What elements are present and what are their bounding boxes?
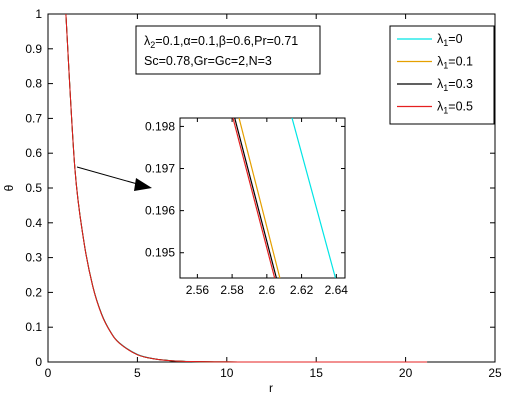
inset-axis-ticks: 2.56 2.58 2.6 2.62 2.64 0.195 0.196 0.197 0.198	[145, 118, 348, 297]
y-tick-label: 0	[35, 355, 42, 369]
y-axis-label: θ	[2, 184, 16, 191]
inset-series-line	[234, 117, 277, 279]
legend-entry-label: λ1=0	[437, 32, 463, 48]
y-tick-label: 0.9	[25, 42, 42, 56]
inset-x-tick-label: 2.64	[325, 283, 349, 297]
inset-x-tick-label: 2.58	[220, 283, 244, 297]
series-line	[65, 13, 428, 363]
inset-x-tick-label: 2.62	[290, 283, 314, 297]
inset-y-tick-label: 0.196	[145, 204, 175, 218]
y-tick-label: 0.2	[25, 285, 42, 299]
x-tick-label: 5	[134, 366, 141, 380]
inset-series-line	[232, 117, 276, 279]
main-axis-ticks: 0 5 10 15 20 25 0 0.1 0.2 0.3 0.4 0.5 0.6 0.7 0.8 0.9 1	[25, 7, 502, 380]
main-series-lines	[65, 13, 428, 363]
y-tick-label: 0.7	[25, 111, 42, 125]
y-tick-label: 0.6	[25, 146, 42, 160]
inset-series-line	[291, 117, 337, 279]
legend-entry-label: λ1=0.1	[437, 55, 473, 71]
y-tick-label: 0.5	[25, 181, 42, 195]
inset-y-tick-label: 0.197	[145, 162, 175, 176]
parameter-box	[135, 25, 321, 75]
legend: λ1=0 λ1=0.1 λ1=0.3 λ1=0.5	[389, 25, 495, 125]
inset-y-tick-label: 0.195	[145, 246, 175, 260]
x-tick-label: 15	[310, 366, 324, 380]
x-axis-label: r	[269, 381, 273, 395]
x-tick-label: 0	[45, 366, 52, 380]
y-tick-label: 0.1	[25, 320, 42, 334]
zoom-arrow-head	[134, 178, 152, 191]
legend-box	[389, 25, 495, 125]
parameter-line-2: Sc=0.78,Gr=Gc=2,N=3	[144, 54, 272, 68]
x-tick-label: 25	[488, 366, 502, 380]
legend-entry-label: λ1=0.3	[437, 77, 473, 93]
x-tick-label: 20	[399, 366, 413, 380]
inset-series-lines	[232, 117, 337, 279]
y-tick-label: 0.8	[25, 77, 42, 91]
zoom-arrow-line	[76, 166, 142, 186]
inset-plot-area	[179, 117, 346, 279]
y-tick-label: 0.4	[25, 216, 42, 230]
inset-x-tick-label: 2.56	[186, 283, 210, 297]
legend-entry-label: λ1=0.5	[437, 100, 473, 116]
inset-series-line	[238, 117, 281, 279]
parameter-line-1: λ2=0.1,α=0.1,β=0.6,Pr=0.71	[144, 34, 298, 50]
inset-x-tick-label: 2.6	[258, 283, 275, 297]
y-tick-label: 1	[35, 7, 42, 21]
x-tick-label: 10	[220, 366, 234, 380]
y-tick-label: 0.3	[25, 251, 42, 265]
inset-y-tick-label: 0.198	[145, 119, 175, 133]
